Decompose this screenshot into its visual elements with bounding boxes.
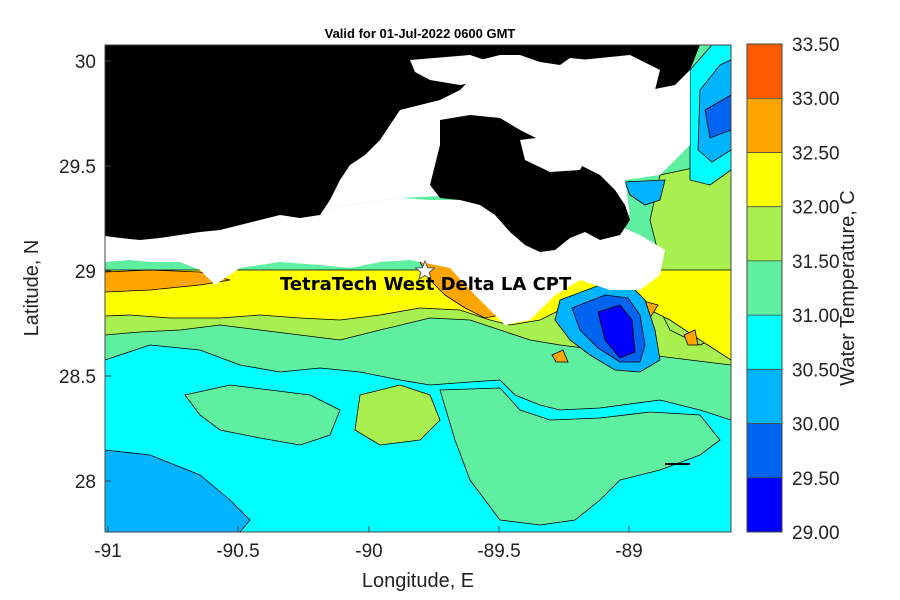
colorbar-tick-label: 30.00 <box>792 415 840 436</box>
contour-30-5-east <box>624 179 666 206</box>
colorbar-segment <box>747 315 782 370</box>
colorbar-tick-label: 33.00 <box>792 89 840 110</box>
land-inner-lake-2 <box>520 135 590 172</box>
contour-30-0-northeast <box>704 94 731 139</box>
contour-33-0-east3 <box>551 349 569 363</box>
colorbar-segment <box>747 98 782 153</box>
x-axis: -91 -90.5 -90 -89.5 -89 <box>94 526 643 562</box>
x-tick-label: -90.5 <box>216 541 259 562</box>
y-tick-label: 30 <box>75 52 96 73</box>
y-tick-label: 28.5 <box>59 367 96 388</box>
colorbar-segment <box>747 44 782 99</box>
land-inner-lake <box>410 55 500 85</box>
land-mass <box>105 45 700 240</box>
contour-31-5-south <box>184 384 341 446</box>
colorbar-segment <box>747 206 782 262</box>
site-label: TetraTech West Delta LA CPT <box>280 274 572 295</box>
plot-frame <box>104 44 732 533</box>
colorbar-tick-label: 29.00 <box>792 523 840 544</box>
colorbar-segment <box>747 152 782 208</box>
colorbar-tick-label: 32.00 <box>792 198 840 219</box>
colorbar-segment <box>747 477 782 533</box>
colorbar-tick-label: 31.00 <box>792 306 840 327</box>
x-tick-label: -90 <box>355 541 382 562</box>
y-tick-label: 28 <box>75 472 96 493</box>
colorbar-segment <box>747 369 782 425</box>
contour-32-5 <box>105 269 731 361</box>
contour-29-5-plume <box>597 304 636 359</box>
map-panel[interactable]: TetraTech West Delta LA CPT <box>105 45 731 532</box>
y-axis: 30 29.5 29 28.5 28 <box>59 52 111 493</box>
land-inner-lake-3 <box>580 55 660 95</box>
colorbar-segment <box>747 423 782 479</box>
colorbar-tick-label: 31.50 <box>792 252 840 273</box>
x-axis-label: Longitude, E <box>362 570 474 592</box>
contour-33-0-east2 <box>683 329 699 346</box>
x-tick-label: -89 <box>615 541 642 562</box>
colorbar-segment <box>747 260 782 316</box>
colorbar-label: Water Temperature, C <box>837 190 859 386</box>
colorbar-tick-label: 32.50 <box>792 143 840 164</box>
land-delta <box>430 115 630 252</box>
colorbar-ticks: 33.50 33.00 32.50 32.00 31.50 31.00 30.50 30.00… <box>747 35 840 544</box>
y-tick-label: 29.5 <box>59 157 96 178</box>
x-tick-label: -89.5 <box>477 541 520 562</box>
site-marker[interactable] <box>414 259 436 281</box>
contour-30-5 <box>105 449 251 532</box>
star-icon <box>414 259 436 281</box>
x-tick-label: -91 <box>94 541 121 562</box>
colorbar-tick-label: 29.50 <box>792 469 840 490</box>
colorbar-tick-label: 33.50 <box>792 35 840 56</box>
contour-32-0-south <box>354 384 441 446</box>
y-axis-label: Latitude, N <box>21 240 43 337</box>
colorbar <box>747 44 782 533</box>
y-tick-label: 29 <box>75 262 96 283</box>
map-title: Valid for 01-Jul-2022 0600 GMT <box>325 26 516 41</box>
contour-31-5-southeast <box>439 387 721 526</box>
colorbar-tick-label: 30.50 <box>792 360 840 381</box>
